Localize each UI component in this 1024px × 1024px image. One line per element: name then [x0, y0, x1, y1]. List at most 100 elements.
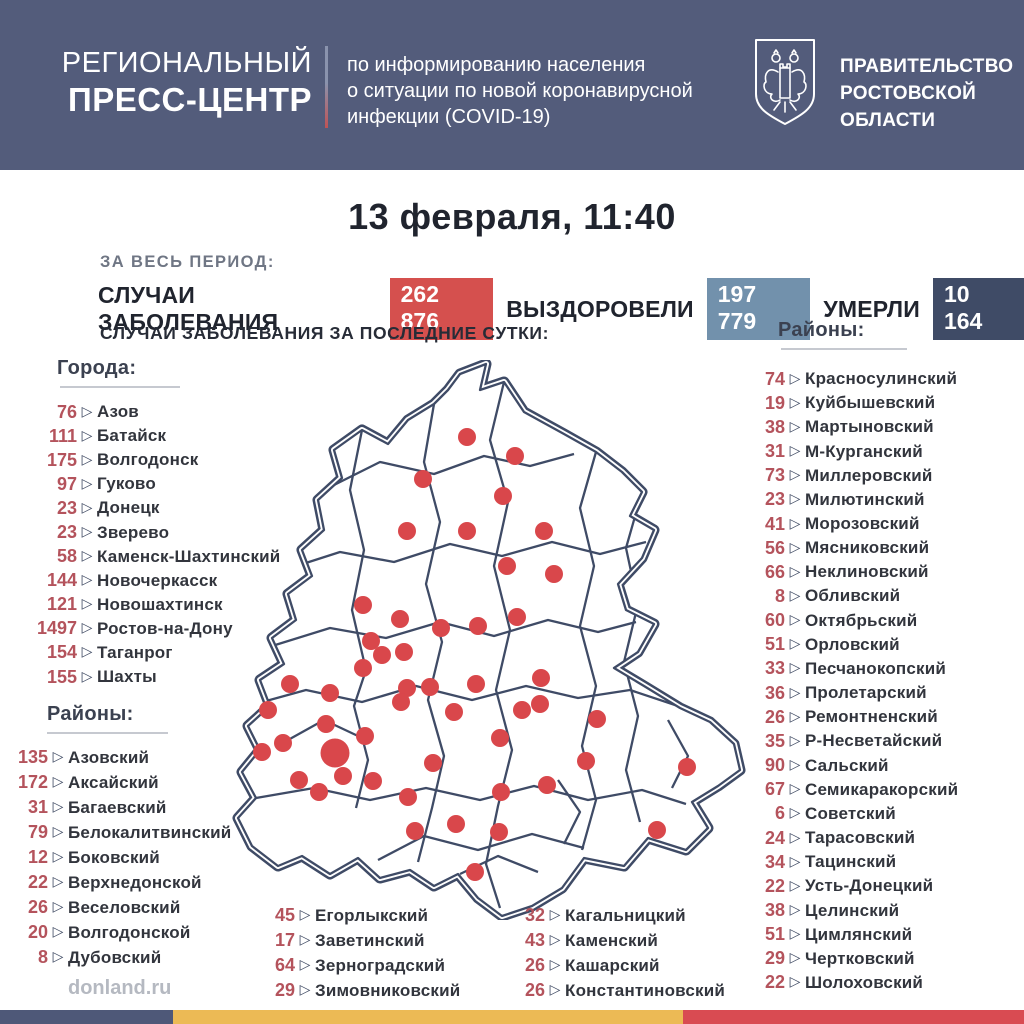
gov-line: ОБЛАСТИ: [840, 110, 936, 131]
list-item: 23 ▷ Зверево: [24, 520, 280, 544]
case-count: 35: [764, 730, 785, 751]
district-case-dot: [492, 783, 510, 801]
case-count: 135: [17, 747, 48, 767]
cities-underline: [60, 386, 180, 388]
list-item: 111 ▷ Батайск: [24, 424, 280, 448]
place-name: Заветинский: [315, 930, 425, 950]
district-case-dot: [259, 701, 277, 719]
list-item: 97 ▷ Гуково: [24, 472, 280, 496]
case-count: 22: [764, 875, 785, 896]
place-name: Гуково: [97, 474, 156, 494]
case-count: 29: [764, 948, 785, 969]
list-item: 121 ▷ Новошахтинск: [24, 593, 280, 617]
place-name: Цимлянский: [805, 924, 913, 944]
case-count: 23: [56, 522, 77, 543]
list-item: 35 ▷ Р-Несветайский: [724, 729, 958, 753]
arrow-icon: ▷: [789, 611, 801, 628]
place-name: Мясниковский: [805, 538, 930, 558]
place-name: Каменск-Шахтинский: [97, 546, 281, 566]
list-item: 144 ▷ Новочеркасск: [24, 569, 280, 593]
arrow-icon: ▷: [52, 948, 64, 964]
case-count: 64: [274, 955, 295, 975]
case-count: 51: [764, 634, 785, 655]
arrow-icon: ▷: [81, 498, 93, 515]
donland-link[interactable]: donland.ru: [68, 977, 172, 999]
place-name: Чертковский: [805, 948, 915, 968]
list-item: 26 ▷ Ремонтненский: [724, 705, 958, 729]
arrow-icon: ▷: [789, 731, 801, 748]
arrow-icon: ▷: [81, 571, 93, 588]
district-case-dot: [406, 822, 424, 840]
place-name: Аксайский: [68, 772, 159, 792]
place-name: Семикаракорский: [805, 779, 959, 799]
districts-left-heading: Районы:: [47, 703, 134, 725]
arrow-icon: ▷: [789, 659, 801, 676]
list-item: 36 ▷ Пролетарский: [724, 681, 958, 705]
arrow-icon: ▷: [299, 956, 311, 972]
arrow-icon: ▷: [789, 949, 801, 966]
place-name: Азовский: [68, 747, 150, 767]
case-count: 17: [274, 930, 295, 950]
list-item: 6 ▷ Советский: [724, 802, 958, 826]
list-item: 51 ▷ Цимлянский: [724, 923, 958, 947]
case-count: 6: [774, 803, 785, 824]
list-item: 29 ▷ Зимовниковский: [250, 978, 460, 1003]
district-case-dot: [447, 815, 465, 833]
case-count: 1497: [36, 618, 77, 639]
place-name: Константиновский: [565, 980, 726, 1000]
bar-yellow-segment: [173, 1010, 683, 1024]
district-case-dot: [310, 783, 328, 801]
place-name: Багаевский: [68, 797, 167, 817]
date-heading: 13 февраля, 11:40: [348, 196, 676, 237]
list-item: 155 ▷ Шахты: [24, 665, 280, 689]
district-case-dot: [577, 752, 595, 770]
list-item: 26 ▷ Веселовский: [4, 895, 231, 920]
district-case-dot: [290, 771, 308, 789]
deaths-label: УМЕРЛИ: [823, 295, 920, 322]
district-case-dot: [445, 703, 463, 721]
district-case-dot: [491, 729, 509, 747]
list-item: 64 ▷ Зерноградский: [250, 953, 460, 978]
case-count: 24: [764, 827, 785, 848]
districts-right-heading: Районы:: [778, 319, 865, 341]
map-dots: [253, 428, 696, 881]
title-line2: ПРЕСС-ЦЕНТР: [67, 81, 312, 118]
district-case-dot: [317, 715, 335, 733]
arrow-icon: ▷: [81, 450, 93, 467]
place-name: Зерноградский: [315, 955, 446, 975]
cities-heading: Города:: [57, 357, 137, 379]
daily-cases-label: СЛУЧАИ ЗАБОЛЕВАНИЯ ЗА ПОСЛЕДНИЕ СУТКИ:: [100, 323, 550, 343]
arrow-icon: ▷: [299, 906, 311, 922]
case-count: 121: [46, 594, 77, 615]
arrow-icon: ▷: [789, 490, 801, 507]
place-name: Сальский: [805, 755, 889, 775]
case-count: 58: [56, 546, 77, 567]
list-item: 43 ▷ Каменский: [500, 928, 725, 953]
case-count: 97: [56, 473, 77, 494]
arrow-icon: ▷: [52, 748, 64, 764]
district-case-dot: [531, 695, 549, 713]
arrow-icon: ▷: [52, 873, 64, 889]
header-subtitle: по информированию населения о ситуации п…: [347, 52, 693, 130]
place-name: Куйбышевский: [805, 393, 936, 413]
arrow-icon: ▷: [81, 523, 93, 540]
list-item: 73 ▷ Миллеровский: [724, 464, 958, 488]
district-case-dot: [274, 734, 292, 752]
district-case-dot: [356, 727, 374, 745]
district-case-dot: [334, 767, 352, 785]
list-item: 23 ▷ Донецк: [24, 496, 280, 520]
totals-row: СЛУЧАИ ЗАБОЛЕВАНИЯ 262 876 ВЫЗДОРОВЕЛИ 1…: [98, 278, 1024, 340]
list-item: 38 ▷ Целинский: [724, 898, 958, 922]
arrow-icon: ▷: [789, 707, 801, 724]
district-case-dot: [391, 610, 409, 628]
cases-label: СЛУЧАИ ЗАБОЛЕВАНИЯ: [98, 282, 279, 335]
title-line1: РЕГИОНАЛЬНЫЙ: [61, 47, 312, 79]
arrow-icon: ▷: [81, 426, 93, 443]
district-case-dot: [498, 557, 516, 575]
district-case-dot: [508, 608, 526, 626]
arrow-icon: ▷: [789, 417, 801, 434]
list-item: 1497 ▷ Ростов-на-Дону: [24, 617, 280, 641]
case-count: 172: [17, 772, 48, 792]
place-name: Орловский: [805, 634, 900, 654]
case-count: 31: [764, 441, 785, 462]
